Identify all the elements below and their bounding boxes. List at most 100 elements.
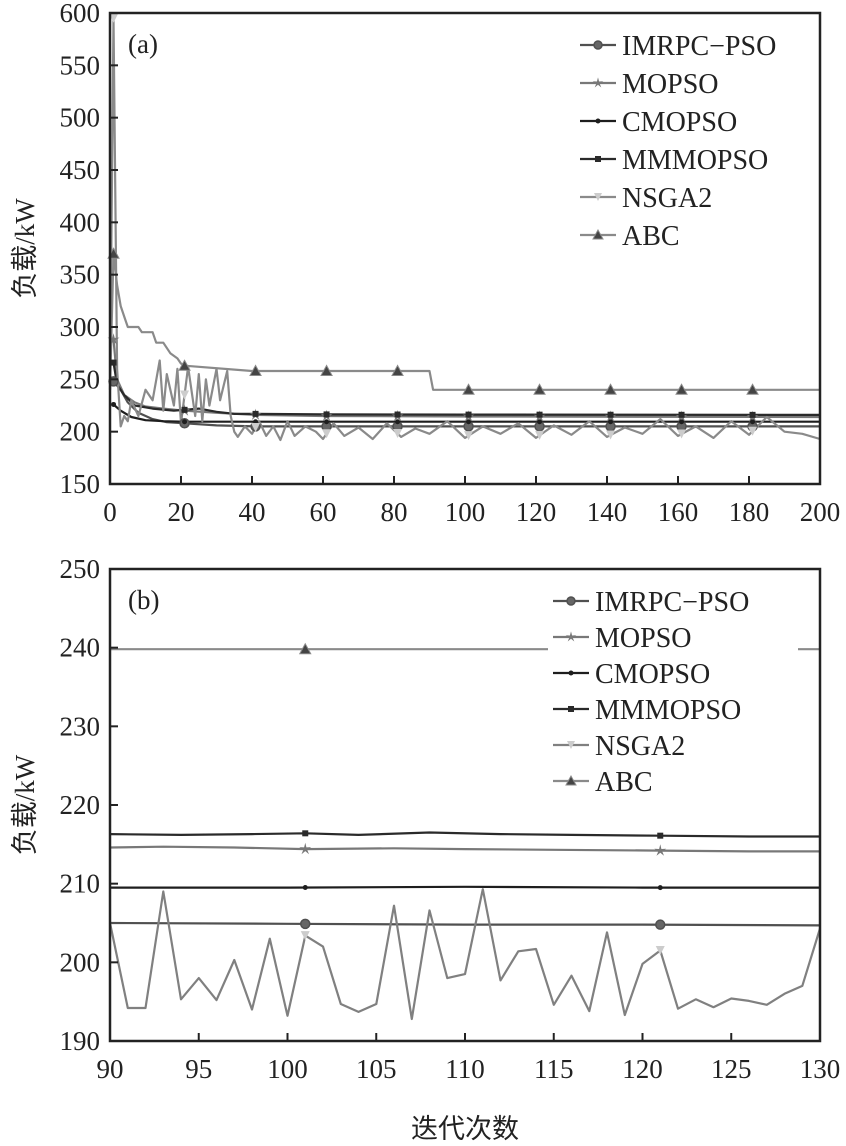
panel-label: (a) <box>128 29 158 59</box>
x-axis-label: 迭代次数 <box>411 1114 519 1144</box>
legend-marker-star-icon <box>592 77 604 88</box>
x-tick-label: 140 <box>587 497 628 527</box>
data-point-marker <box>251 422 261 432</box>
series-line-imrpc-pso <box>109 921 821 927</box>
legend-label: MOPSO <box>622 69 718 100</box>
legend-label: MMMOPSO <box>622 145 768 176</box>
y-tick-label: 240 <box>60 633 101 663</box>
x-tick-label: 95 <box>185 1054 212 1084</box>
x-tick-label: 60 <box>310 497 337 527</box>
legend: IMRPC−PSO MOPSO CMOPSO MMMOPSO NSGA2 ABC <box>553 587 749 798</box>
x-tick-label: 130 <box>800 1054 841 1084</box>
data-point-marker <box>608 419 614 425</box>
x-tick-label: 20 <box>168 497 195 527</box>
data-point-marker <box>606 430 616 440</box>
data-point-marker <box>462 383 475 395</box>
data-point-marker <box>299 842 312 855</box>
x-tick-label: 90 <box>97 1054 124 1084</box>
data-point-marker <box>178 359 191 371</box>
data-point-marker <box>678 411 685 418</box>
y-tick-label: 550 <box>60 50 101 80</box>
x-tick-label: 110 <box>445 1054 485 1084</box>
data-point-marker <box>252 410 259 417</box>
x-tick-label: 115 <box>534 1054 574 1084</box>
data-point-marker <box>249 364 262 376</box>
data-point-marker <box>302 830 309 837</box>
y-tick-label: 220 <box>60 790 101 820</box>
legend-label: MOPSO <box>595 623 691 654</box>
legend-marker-diamond-icon <box>595 118 601 124</box>
data-point-marker <box>465 411 472 418</box>
legend-background <box>548 579 798 804</box>
data-point-marker <box>655 919 666 930</box>
y-tick-label: 250 <box>60 554 101 584</box>
data-point-marker <box>180 390 190 400</box>
legend-label: CMOPSO <box>595 659 710 690</box>
legend-marker-triangle-down-icon <box>567 741 575 749</box>
legend-marker-circle-icon <box>566 596 576 606</box>
data-point-marker <box>675 383 688 395</box>
y-tick-label: 210 <box>60 869 101 899</box>
x-tick-label: 100 <box>445 497 486 527</box>
data-point-marker <box>300 918 311 930</box>
data-point-marker <box>391 364 404 376</box>
legend: IMRPC−PSO MOPSO CMOPSO MMMOPSO NSGA2 ABC <box>580 31 776 252</box>
x-tick-label: 120 <box>622 1054 663 1084</box>
y-axis-label: 负载/kW <box>10 198 40 299</box>
y-tick-label: 190 <box>60 1026 101 1056</box>
series-line-cmopso <box>110 885 820 889</box>
y-axis-label: 负载/kW <box>10 754 40 855</box>
legend-label: NSGA2 <box>622 183 712 214</box>
data-point-marker <box>110 359 117 366</box>
data-point-marker <box>253 419 259 425</box>
y-tick-label: 400 <box>60 207 101 237</box>
y-tick-label: 450 <box>60 155 101 185</box>
y-tick-label: 250 <box>60 364 101 394</box>
data-point-marker <box>324 419 330 425</box>
legend-marker-square-icon <box>568 706 574 712</box>
y-tick-label: 500 <box>60 103 101 133</box>
data-point-marker <box>536 411 543 418</box>
data-point-marker <box>749 411 756 418</box>
data-point-marker <box>393 428 403 438</box>
x-tick-label: 160 <box>658 497 699 527</box>
data-point-marker <box>748 426 758 436</box>
data-point-marker <box>677 429 687 439</box>
panel-label: (b) <box>128 585 159 615</box>
panel-a: 150 200 250 300 350 400 450 500 550 600 0 20 40 60 80 1… <box>10 0 840 527</box>
data-point-marker <box>466 419 472 425</box>
series-line-abc <box>108 252 820 391</box>
data-point-marker <box>302 885 308 891</box>
series-line-imrpc-pso <box>112 380 820 428</box>
data-point-marker <box>537 419 543 425</box>
data-point-marker <box>535 430 545 440</box>
legend-label: CMOPSO <box>622 107 737 138</box>
panel-b: 190 200 210 220 230 240 250 90 95 100 105 110 115 120… <box>10 554 840 1144</box>
series-line-mmmopso <box>109 831 820 838</box>
data-point-marker <box>604 383 617 395</box>
data-point-marker <box>607 411 614 418</box>
legend-marker-triangle-down-icon <box>594 193 602 201</box>
legend-label: NSGA2 <box>595 731 685 762</box>
data-point-marker <box>750 419 756 425</box>
data-point-marker <box>746 383 759 395</box>
legend-marker-triangle-icon <box>565 774 577 786</box>
data-point-marker <box>322 429 332 439</box>
legend-marker-square-icon <box>595 156 601 162</box>
x-tick-label: 100 <box>267 1054 308 1084</box>
legend-marker-circle-icon <box>593 40 603 50</box>
legend-label: ABC <box>595 767 653 798</box>
data-point-marker <box>323 411 330 418</box>
x-tick-label: 120 <box>516 497 557 527</box>
legend-label: IMRPC−PSO <box>595 587 749 618</box>
y-tick-label: 300 <box>60 312 101 342</box>
data-point-marker <box>464 431 474 441</box>
data-point-marker <box>394 411 401 418</box>
data-point-marker <box>320 364 333 376</box>
data-point-marker <box>300 931 310 941</box>
y-tick-label: 150 <box>60 469 101 499</box>
x-tick-label: 40 <box>239 497 266 527</box>
y-tick-label: 350 <box>60 260 101 290</box>
data-point-marker <box>107 333 120 345</box>
